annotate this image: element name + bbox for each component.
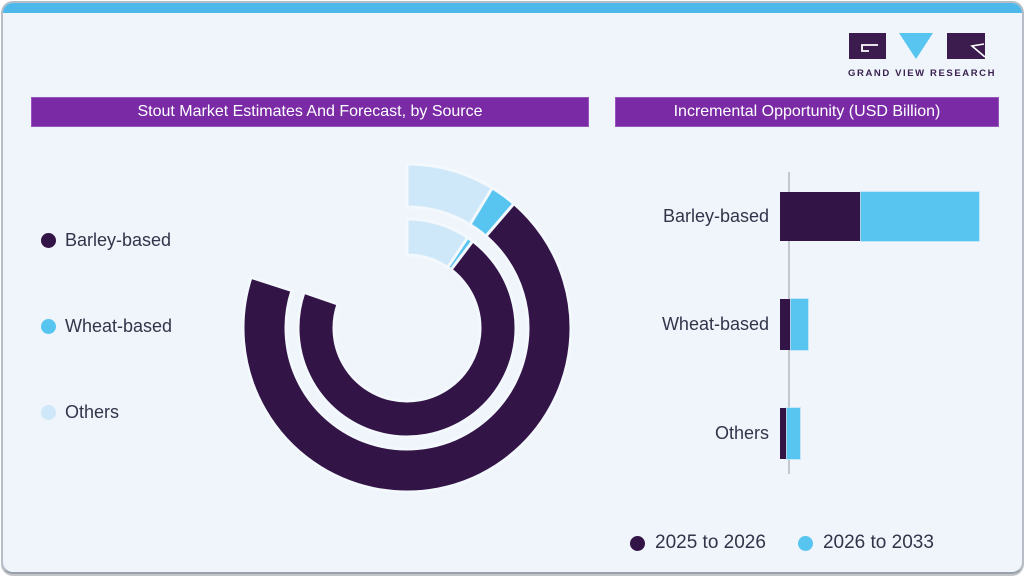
bar-segment-2025-2026 xyxy=(780,408,787,459)
bar-category-label: Others xyxy=(714,423,769,443)
bar-track xyxy=(780,191,1022,242)
legend-label: 2026 to 2033 xyxy=(822,532,934,553)
donut-chart xyxy=(241,162,573,494)
bar-row-others: Others xyxy=(603,407,1022,460)
bar-category-label: Barley-based xyxy=(662,206,769,226)
wheat-swatch-icon xyxy=(41,318,56,334)
bar-segment-2026-2033 xyxy=(786,407,801,460)
donut-segment-inner-barley-based xyxy=(296,217,518,439)
brand-name: GRAND VIEW RESEARCH xyxy=(848,68,997,79)
logo-v-icon xyxy=(899,33,933,59)
bar-track xyxy=(780,407,1022,460)
barley-swatch-icon xyxy=(41,232,56,248)
logo-r-line xyxy=(970,43,986,58)
legend-item-wheat: Wheat-based xyxy=(41,315,173,336)
legend-label: Wheat-based xyxy=(65,315,173,336)
bar-segment-2025-2026 xyxy=(780,299,791,350)
legend-item-barley: Barley-based xyxy=(41,229,172,250)
bar-legend: 2025 to 2026 2026 to 2033 xyxy=(630,532,934,554)
gvr-logo: GRAND VIEW RESEARCH xyxy=(848,31,996,79)
legend-item-others: Others xyxy=(41,401,120,422)
legend-label: Others xyxy=(65,401,120,422)
bar-segment-2026-2033 xyxy=(860,191,980,242)
donut-chart-title: Stout Market Estimates And Forecast, by … xyxy=(31,97,589,127)
legend-label: 2025 to 2026 xyxy=(655,532,766,553)
logo-g-line xyxy=(861,44,878,52)
period1-swatch-icon xyxy=(630,535,645,551)
bar-track xyxy=(780,298,1022,351)
donut-segment-outer-others xyxy=(405,162,494,227)
donut-segment-outer-barley-based xyxy=(241,162,573,494)
bar-row-wheat: Wheat-based xyxy=(603,298,1022,351)
bar-row-barley: Barley-based xyxy=(603,191,1022,242)
logo-r-block xyxy=(947,33,985,59)
bar-segment-2026-2033 xyxy=(790,298,809,351)
others-swatch-icon xyxy=(41,404,56,420)
legend-item-2026-2033: 2026 to 2033 xyxy=(797,532,934,554)
bar-segment-2025-2026 xyxy=(780,192,861,241)
bar-category-label: Wheat-based xyxy=(661,314,769,334)
legend-label: Barley-based xyxy=(65,229,172,250)
bar-chart-title: Incremental Opportunity (USD Billion) xyxy=(615,97,999,127)
logo-g-block xyxy=(849,33,886,59)
top-accent-bar xyxy=(3,3,1022,13)
period2-swatch-icon xyxy=(797,535,813,551)
legend-item-2025-2026: 2025 to 2026 xyxy=(630,532,766,554)
donut-segment-inner-others xyxy=(405,217,470,269)
gvr-logo-mark-icon xyxy=(849,33,986,59)
